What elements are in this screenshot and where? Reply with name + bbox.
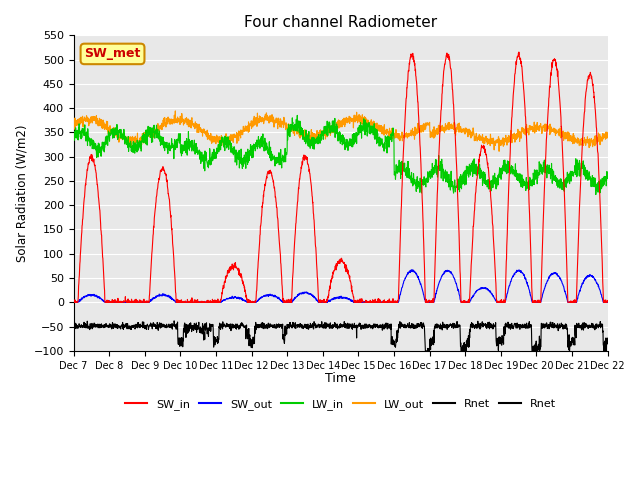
Y-axis label: Solar Radiation (W/m2): Solar Radiation (W/m2) [15, 124, 28, 262]
Title: Four channel Radiometer: Four channel Radiometer [244, 15, 437, 30]
Text: SW_met: SW_met [84, 48, 141, 60]
Legend: SW_in, SW_out, LW_in, LW_out, Rnet, Rnet: SW_in, SW_out, LW_in, LW_out, Rnet, Rnet [120, 395, 561, 415]
X-axis label: Time: Time [325, 372, 356, 385]
